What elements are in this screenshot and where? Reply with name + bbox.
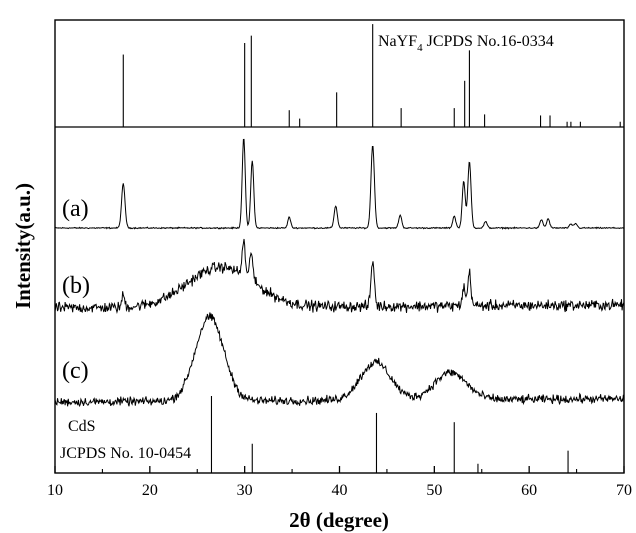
- x-tick-label-50: 50: [426, 482, 442, 499]
- series-curve-c: [54, 312, 625, 408]
- x-tick-label-10: 10: [47, 482, 63, 499]
- series-label-c: (c): [62, 358, 89, 384]
- x-tick-label-40: 40: [332, 482, 348, 499]
- x-tick-label-30: 30: [237, 482, 253, 499]
- cds-reference-pattern: [210, 396, 569, 473]
- cds-reference-label-line1: CdS: [68, 418, 96, 435]
- x-axis-title: 2θ (degree): [289, 508, 389, 532]
- series-label-a: (a): [62, 196, 89, 222]
- x-axis: 10 20 30 40 50 60 70: [47, 466, 632, 499]
- nayf4-reference-pattern: [122, 24, 621, 127]
- x-tick-label-70: 70: [616, 482, 632, 499]
- series-curve-b: [54, 238, 625, 315]
- series-curve-a: [54, 138, 625, 230]
- y-axis-title: Intensity(a.u.): [11, 183, 35, 309]
- series-label-b: (b): [62, 273, 90, 299]
- x-tick-label-20: 20: [142, 482, 158, 499]
- diffraction-curves: [54, 138, 625, 408]
- cds-reference-label-line2: JCPDS No. 10-0454: [60, 445, 191, 462]
- x-tick-label-60: 60: [521, 482, 537, 499]
- nayf4-reference-label: NaYF4 JCPDS No.16-0334: [378, 33, 554, 54]
